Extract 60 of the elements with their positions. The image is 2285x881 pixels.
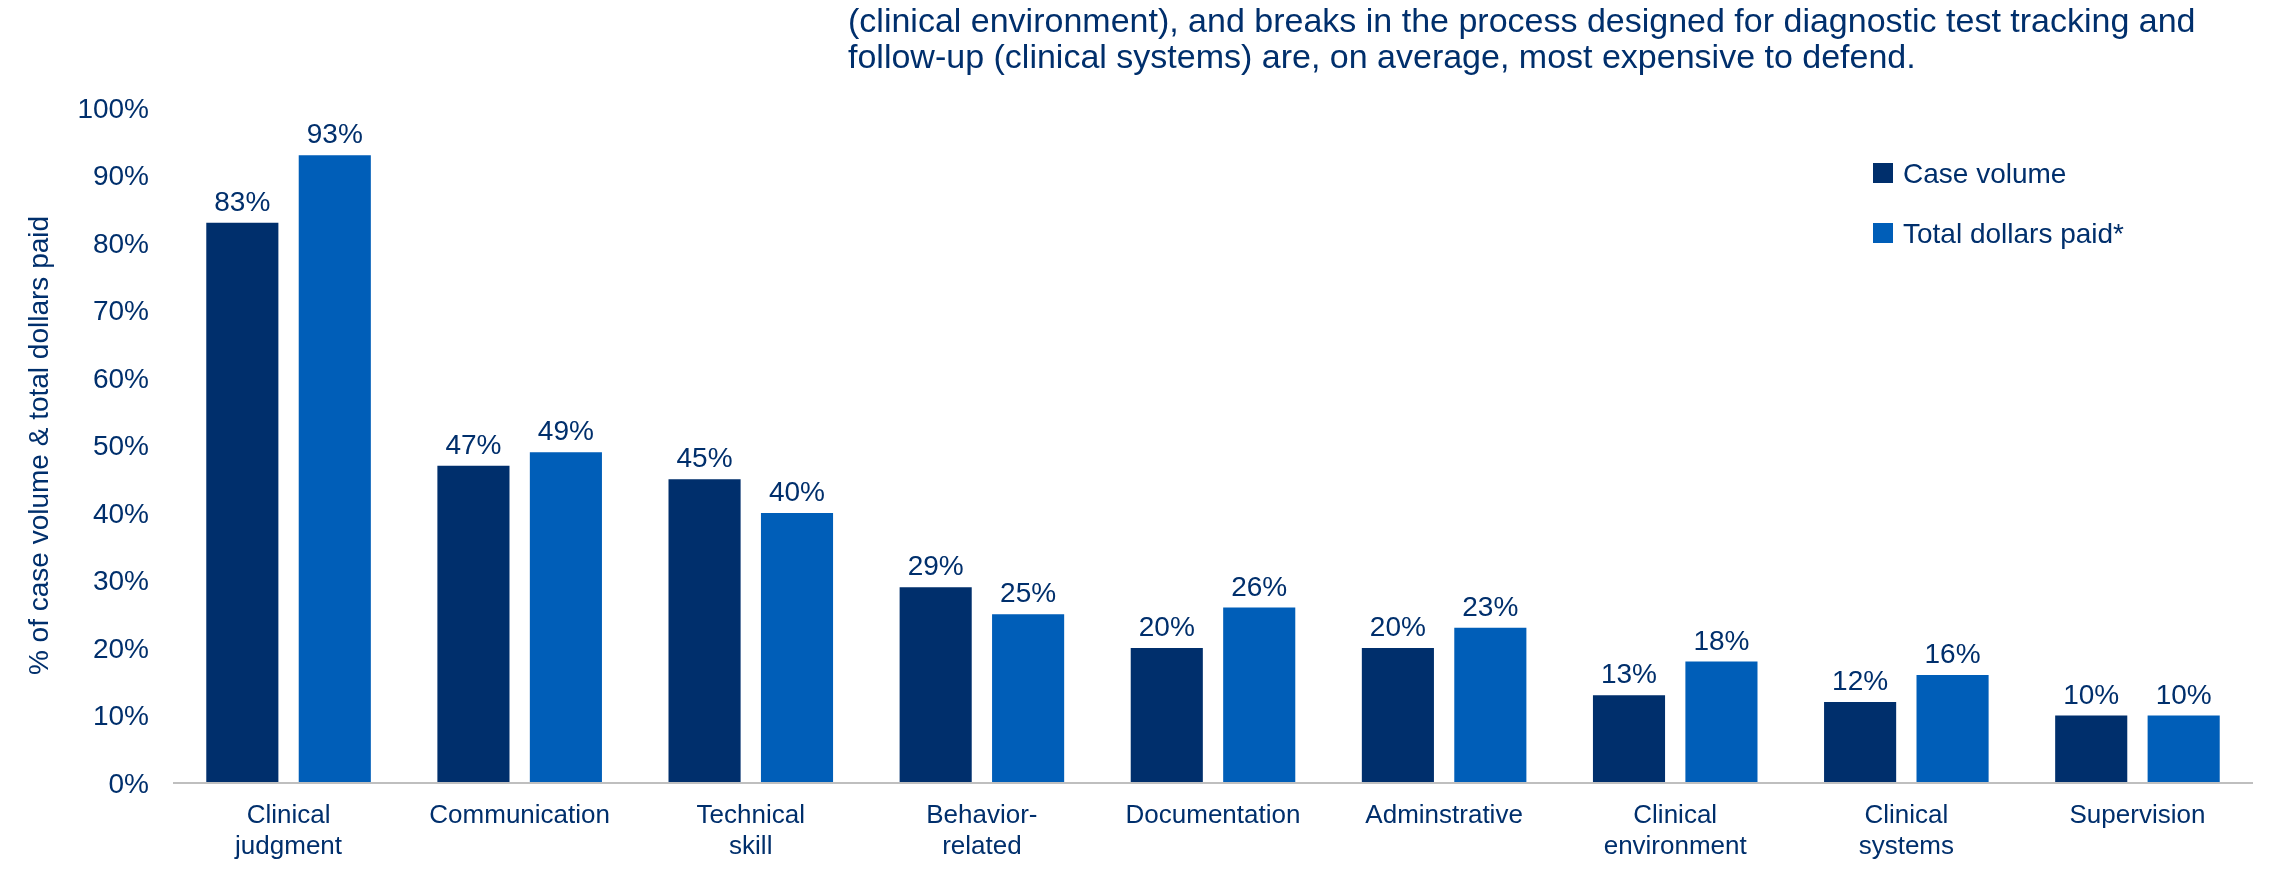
data-label: 13% xyxy=(1600,658,1658,690)
data-label: 26% xyxy=(1231,570,1288,602)
bar xyxy=(2147,715,2220,783)
x-tick-label: Documentation xyxy=(1125,799,1301,829)
y-tick-label: 50% xyxy=(92,430,149,462)
text: (clinical environment), and breaks in the process designed for diagnostic test tracking and xyxy=(848,1,2196,39)
y-tick-label: 90% xyxy=(92,160,149,192)
x-tick-label: Clinical systems xyxy=(1858,799,1955,860)
bar xyxy=(1592,695,1666,783)
x-tick-label: Behavior- related xyxy=(926,799,1038,860)
x-tick-label: Communication xyxy=(429,799,610,829)
bar xyxy=(668,479,741,783)
bar xyxy=(529,452,602,783)
data-label: 16% xyxy=(1924,638,1981,669)
data-label: 49% xyxy=(537,415,594,447)
bar xyxy=(437,465,510,783)
data-label: 45% xyxy=(676,442,733,474)
bar xyxy=(760,513,834,783)
x-tick-label: Clinical environment xyxy=(1603,799,1748,860)
bar xyxy=(1223,607,1296,783)
y-tick-label: 30% xyxy=(92,565,149,597)
data-label: 25% xyxy=(1000,577,1057,609)
x-tick-label: Adminstrative xyxy=(1365,799,1523,829)
data-label: 10% xyxy=(2063,678,2120,710)
bar xyxy=(1824,702,1897,783)
bar xyxy=(1361,648,1434,783)
bar xyxy=(992,614,1065,783)
bar xyxy=(2055,715,2128,783)
bar xyxy=(206,222,279,783)
data-label: 18% xyxy=(1693,624,1750,656)
y-tick-label: 0% xyxy=(108,767,149,799)
y-tick-label: 20% xyxy=(92,632,149,664)
data-label: 47% xyxy=(445,428,502,460)
bar xyxy=(1454,627,1527,783)
data-label: 12% xyxy=(1832,665,1889,696)
legend-label: Total dollars paid* xyxy=(1903,217,2125,249)
x-tick-label: Supervision xyxy=(2069,799,2206,829)
data-label: 29% xyxy=(907,550,964,582)
data-label: 20% xyxy=(1369,611,1426,642)
y-tick-label: 70% xyxy=(92,295,149,327)
data-label: 83% xyxy=(214,185,271,217)
bar xyxy=(1916,675,1989,783)
data-label: 93% xyxy=(306,118,363,150)
y-tick-label: 10% xyxy=(92,700,149,732)
x-tick-label: Technical skill xyxy=(696,799,805,860)
y-tick-label: 60% xyxy=(92,362,149,394)
x-tick-label: Clinical judgment xyxy=(234,799,343,860)
data-label: 20% xyxy=(1138,611,1195,642)
bar xyxy=(1685,661,1758,783)
data-label: 40% xyxy=(768,476,826,507)
y-tick-label: 40% xyxy=(92,497,149,529)
bar xyxy=(298,155,371,783)
y-tick-label: 100% xyxy=(77,92,149,124)
data-label: 23% xyxy=(1462,590,1519,622)
bar xyxy=(1130,648,1203,783)
bar xyxy=(899,587,972,783)
y-axis-title: % of case volume & total dollars paid xyxy=(23,215,54,676)
y-tick-label: 80% xyxy=(92,227,149,259)
legend-label: Case volume xyxy=(1903,157,2067,189)
data-label: 10% xyxy=(2155,678,2212,710)
